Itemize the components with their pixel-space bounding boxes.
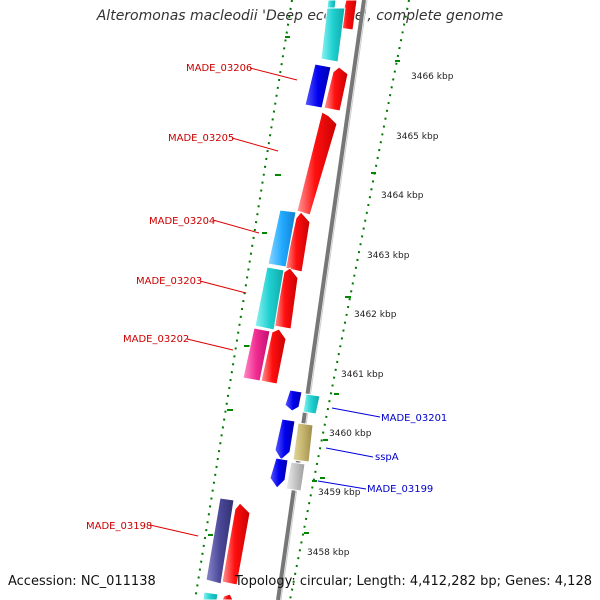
- tick-label: 3466 kbp: [411, 72, 454, 82]
- gene-labels-left: MADE_03206 MADE_03205 MADE_03204 MADE_03…: [86, 63, 252, 532]
- label-leaders-left: [149, 67, 298, 537]
- gc-skew-marks: [208, 36, 400, 536]
- tick-label: 3465 kbp: [396, 132, 439, 142]
- tick-label: 3459 kbp: [318, 488, 361, 498]
- genome-backbone-highlight: [280, 0, 368, 600]
- accession-text: Accession: NC_011138: [8, 574, 156, 589]
- gene-reverse[interactable]: [269, 457, 289, 489]
- gene-forward[interactable]: [205, 497, 235, 585]
- map-title: Alteromonas macleodii 'Deep ecotype', co…: [96, 8, 504, 24]
- gene-label[interactable]: MADE_03206: [186, 63, 252, 74]
- tick-label: 3458 kbp: [307, 548, 350, 558]
- gene-forward[interactable]: [320, 7, 346, 63]
- gene-forward[interactable]: [296, 111, 338, 216]
- gene-label[interactable]: MADE_03204: [149, 216, 215, 227]
- label-leaders-right: [317, 407, 381, 490]
- forward-strand-other: [202, 0, 346, 600]
- gene-label[interactable]: MADE_03205: [168, 133, 234, 144]
- gene-reverse[interactable]: [302, 393, 321, 415]
- genome-summary-text: Topology: circular; Length: 4,412,282 bp…: [234, 574, 592, 589]
- gene-label[interactable]: MADE_03201: [381, 413, 447, 424]
- gene-forward[interactable]: [242, 327, 271, 382]
- gene-forward[interactable]: [254, 266, 285, 331]
- gene-forward[interactable]: [202, 591, 219, 600]
- tick-label: 3460 kbp: [329, 429, 372, 439]
- gene-labels-right: MADE_03201 sspA MADE_03199: [367, 413, 447, 495]
- gc-track-inner: [289, 0, 410, 600]
- gene-reverse[interactable]: [274, 418, 296, 461]
- gene-reverse[interactable]: [284, 389, 303, 412]
- genome-backbone: [276, 0, 366, 600]
- gene-label[interactable]: sspA: [375, 452, 399, 463]
- tick-label: 3464 kbp: [381, 191, 424, 201]
- gene-forward[interactable]: [323, 66, 349, 112]
- gene-label[interactable]: MADE_03203: [136, 276, 202, 287]
- gene-forward[interactable]: [260, 328, 287, 385]
- gene-reverse[interactable]: [285, 461, 306, 492]
- gene-label[interactable]: MADE_03199: [367, 484, 433, 495]
- gene-label[interactable]: MADE_03198: [86, 521, 152, 532]
- gene-forward[interactable]: [326, 0, 337, 9]
- tick-label: 3462 kbp: [354, 310, 397, 320]
- tick-label: 3463 kbp: [367, 251, 410, 261]
- gene-label[interactable]: MADE_03202: [123, 334, 189, 345]
- gene-forward[interactable]: [221, 502, 251, 586]
- gene-forward[interactable]: [221, 593, 234, 600]
- reverse-strand-genes: [269, 389, 321, 492]
- gene-forward[interactable]: [304, 63, 332, 109]
- kbp-ticks: 3466 kbp 3465 kbp 3464 kbp 3463 kbp 3462…: [307, 72, 454, 558]
- gene-reverse[interactable]: [292, 422, 314, 463]
- tick-label: 3461 kbp: [341, 370, 384, 380]
- gene-forward[interactable]: [267, 209, 297, 268]
